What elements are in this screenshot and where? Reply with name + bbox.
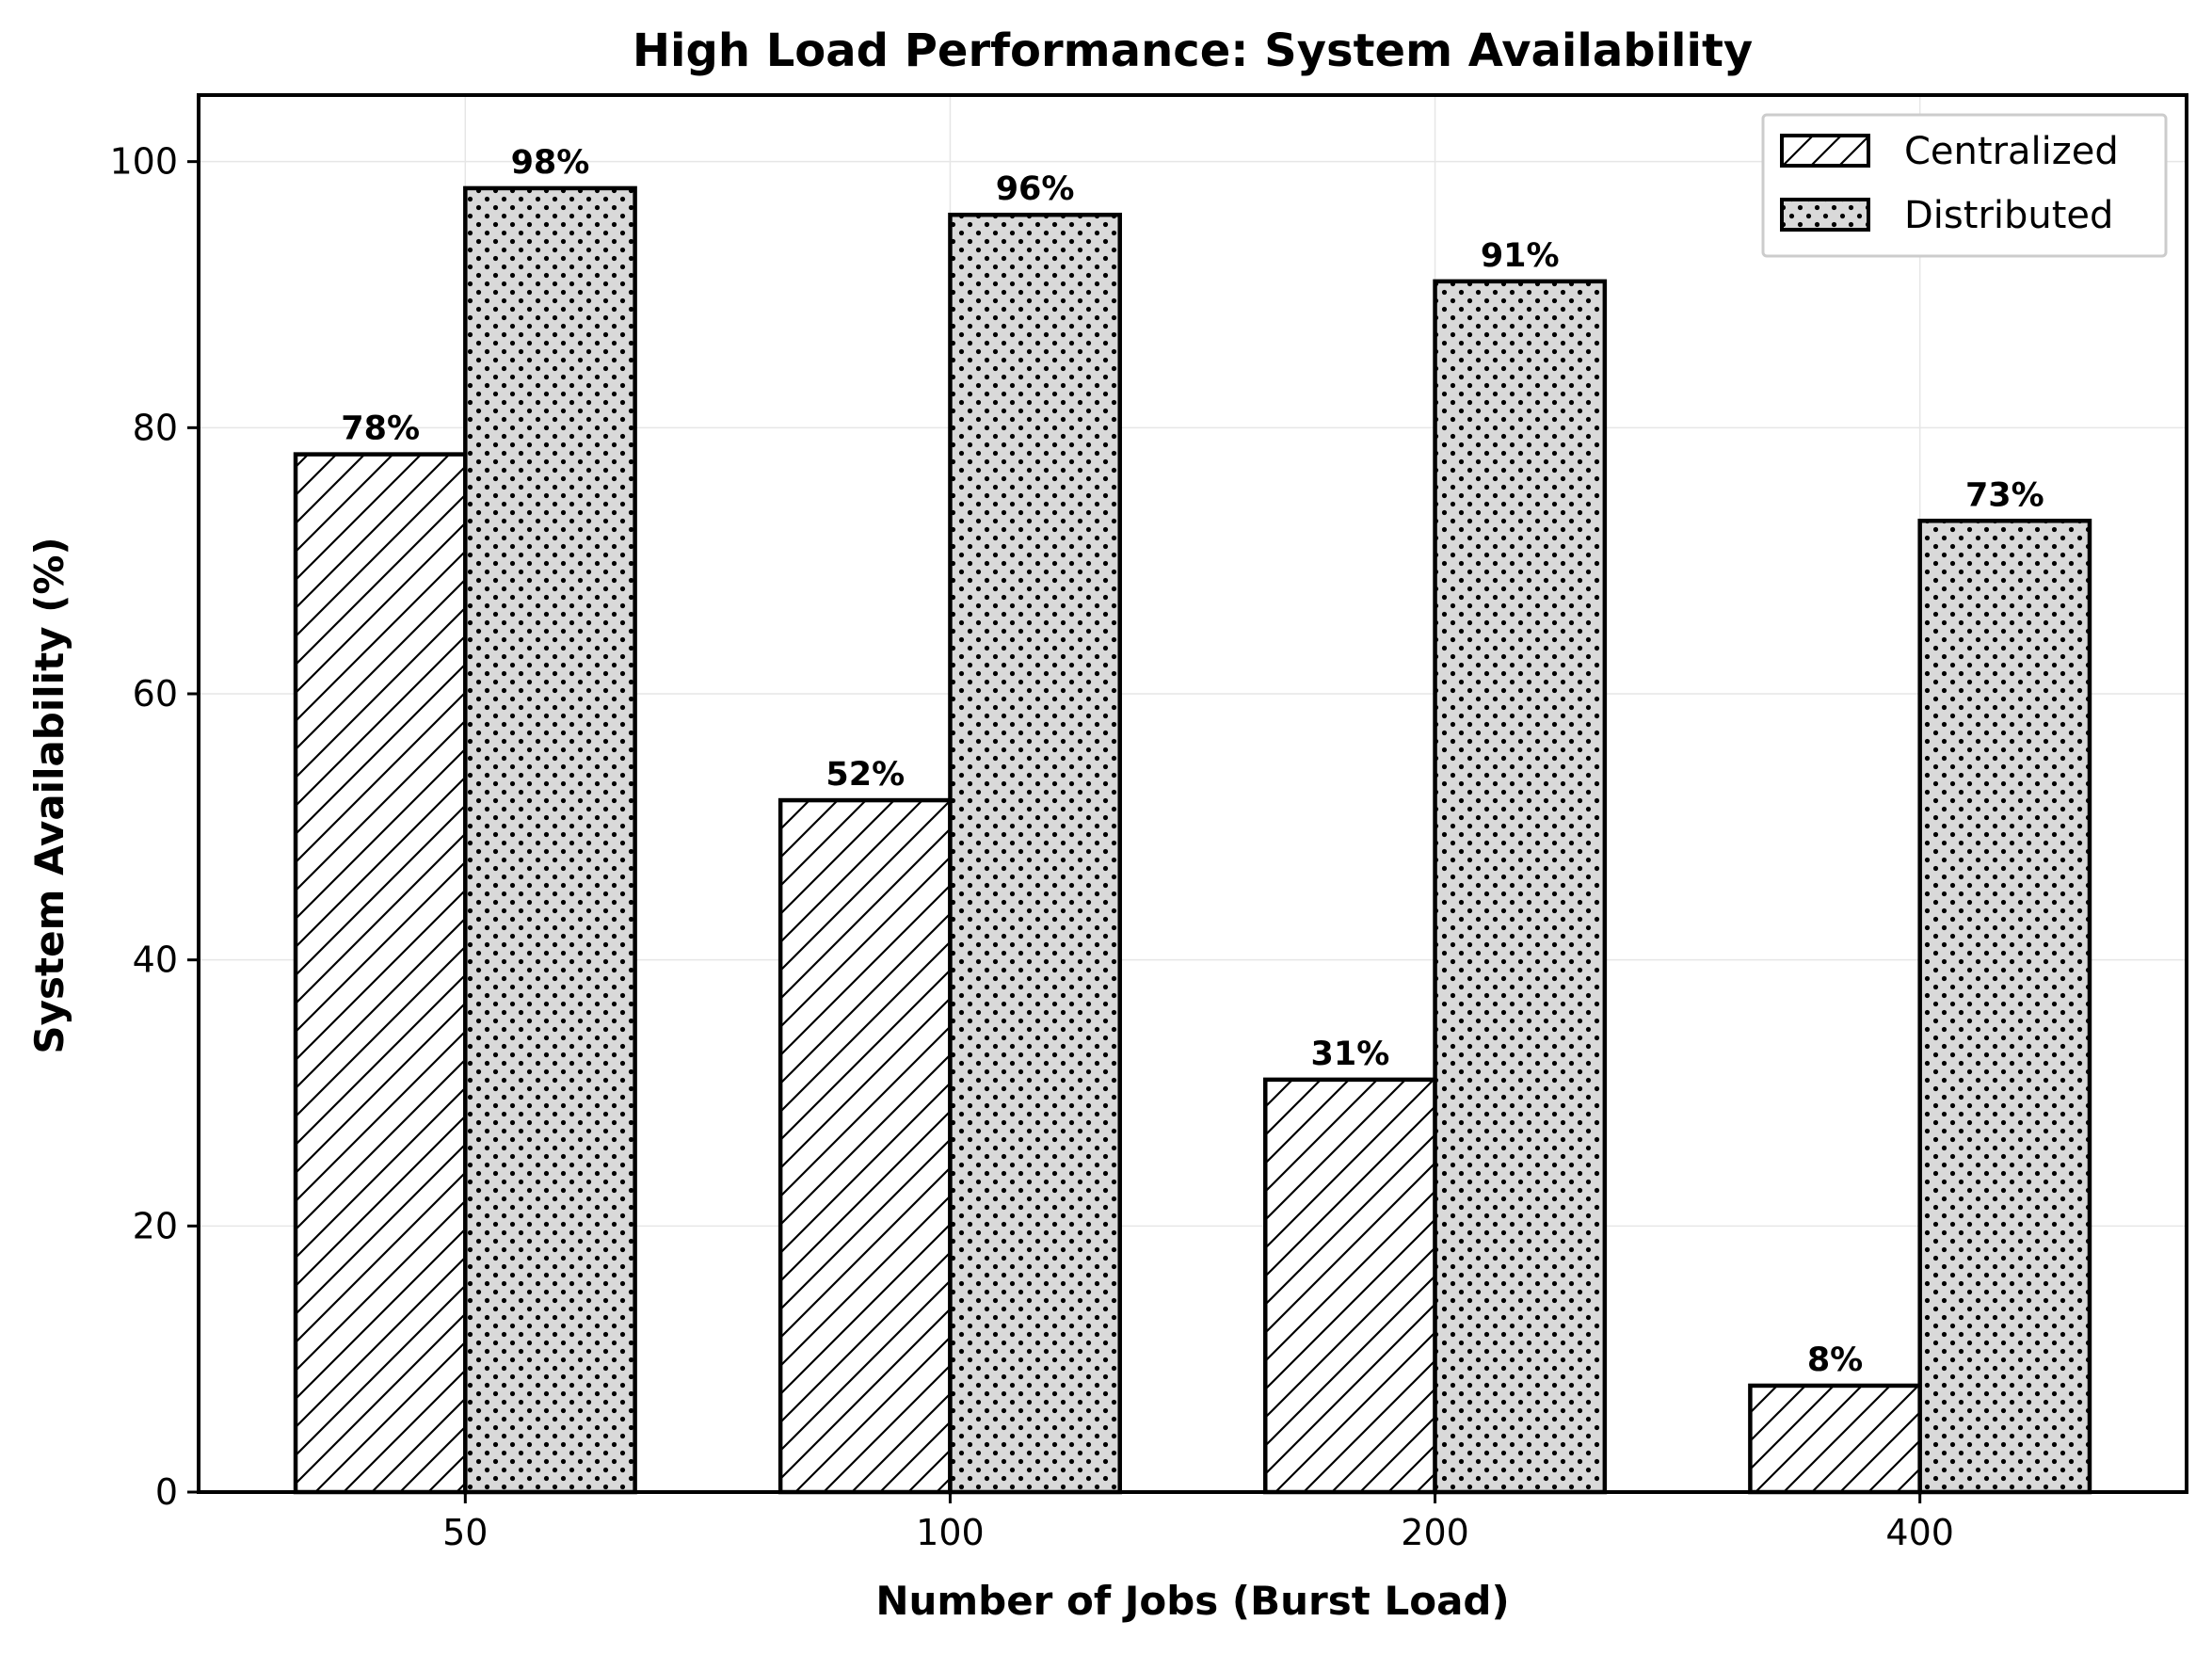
- bar-centralized-50: [293, 452, 468, 1495]
- bar-centralized-100: [777, 797, 953, 1495]
- y-tick-label: 100: [109, 141, 178, 183]
- y-tick-label: 40: [133, 939, 178, 981]
- chart-title: High Load Performance: System Availabili…: [633, 24, 1753, 77]
- bar-value-label: 78%: [341, 410, 420, 448]
- bar-distributed-100: [948, 212, 1122, 1495]
- x-tick-label: 50: [442, 1512, 488, 1553]
- bar-value-label: 8%: [1807, 1341, 1863, 1379]
- x-axis-label: Number of Jobs (Burst Load): [875, 1578, 1509, 1624]
- bar-centralized-200: [1263, 1077, 1437, 1495]
- y-axis-label: System Availability (%): [26, 537, 72, 1053]
- bar-value-label: 96%: [996, 170, 1075, 208]
- bar-distributed-400: [1917, 519, 2092, 1495]
- bar-value-label: 52%: [825, 756, 905, 794]
- plot-area-frame: [197, 93, 2188, 1494]
- bar-value-label: 31%: [1311, 1036, 1390, 1073]
- legend-swatch-distributed: [1780, 198, 1870, 232]
- legend: Centralized Distributed: [1761, 113, 2168, 258]
- bar-value-label: 73%: [1965, 476, 2044, 514]
- y-tick-label: 20: [133, 1205, 178, 1246]
- x-tick-label: 400: [1885, 1512, 1954, 1553]
- y-axis-ticks: 0 20 40 60 80 100: [109, 141, 199, 1513]
- bars: [293, 185, 2092, 1495]
- y-tick-label: 80: [133, 407, 178, 448]
- bar-distributed-200: [1433, 279, 1608, 1495]
- legend-label-distributed: Distributed: [1904, 194, 2113, 237]
- bar-centralized-400: [1748, 1383, 1922, 1495]
- legend-swatch-centralized: [1780, 134, 1870, 168]
- y-tick-label: 0: [155, 1471, 178, 1513]
- legend-label-centralized: Centralized: [1904, 130, 2119, 173]
- x-tick-label: 200: [1401, 1512, 1469, 1553]
- x-tick-label: 100: [916, 1512, 985, 1553]
- x-axis-ticks: 50 100 200 400: [442, 1492, 1954, 1553]
- bar-value-labels: 78% 52% 31% 8% 98% 96% 91% 73%: [341, 144, 2044, 1379]
- y-tick-label: 60: [133, 673, 178, 715]
- bar-value-label: 91%: [1481, 237, 1560, 275]
- bar-value-label: 98%: [511, 144, 590, 182]
- bar-distributed-50: [463, 185, 637, 1495]
